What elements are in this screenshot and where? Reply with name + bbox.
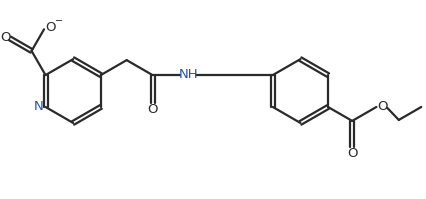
Text: O: O xyxy=(147,103,158,116)
Text: O: O xyxy=(0,31,10,44)
Text: O: O xyxy=(347,147,357,160)
Text: N: N xyxy=(34,100,43,113)
Text: −: − xyxy=(55,16,63,26)
Text: O: O xyxy=(377,100,388,113)
Text: NH: NH xyxy=(178,68,198,81)
Text: O: O xyxy=(45,21,55,34)
